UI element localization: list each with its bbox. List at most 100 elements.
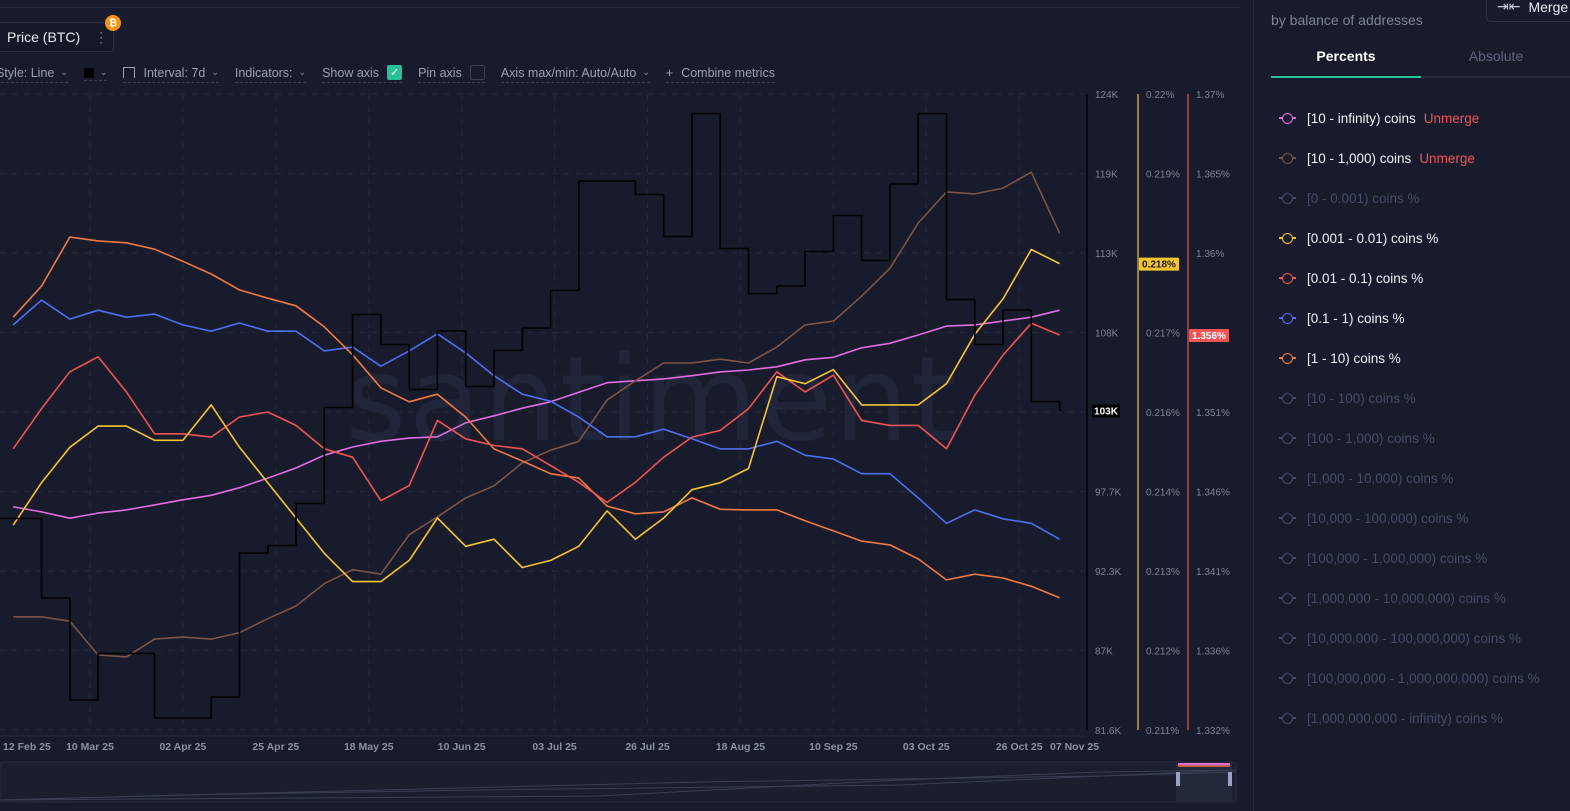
- legend-item[interactable]: [0.001 - 0.01) coins %: [1279, 208, 1540, 258]
- navigator-handle-left: [1176, 772, 1180, 786]
- legend-item[interactable]: [100,000 - 1,000,000) coins %: [1279, 528, 1540, 578]
- navigator-selection: [1176, 763, 1232, 801]
- y-tick-label: 0.214%: [1146, 488, 1180, 499]
- legend-item-label: [0.001 - 0.01) coins %: [1307, 230, 1439, 246]
- chevron-down-icon: ⌄: [99, 67, 108, 77]
- navigator-line: [0, 769, 1237, 801]
- merge-button[interactable]: ⇥⇤ Merge: [1486, 0, 1570, 22]
- legend-item[interactable]: [10 - 100) coins %: [1279, 368, 1540, 418]
- tab-absolute[interactable]: Absolute: [1468, 48, 1524, 64]
- y-tick-label: 1.365%: [1196, 170, 1230, 181]
- indicators-label: Indicators:: [234, 65, 293, 80]
- chevron-down-icon: ⌄: [60, 67, 68, 77]
- metric-chip-label: Price (BTC): [7, 29, 81, 45]
- chart-toolbar: Style: Line ⌄ ⌄ Interval: 7d ⌄ Indicators:…: [0, 64, 791, 84]
- combine-metrics-button[interactable]: + Combine metrics: [665, 65, 775, 83]
- legend-item[interactable]: [1 - 10) coins %: [1279, 328, 1540, 378]
- x-tick-label: 18 May 25: [344, 741, 394, 753]
- circle-marker-icon: [1279, 152, 1296, 164]
- axis-maxmin-dropdown[interactable]: Axis max/min: Auto/Auto ⌄: [500, 65, 650, 83]
- last-value-label: 0.218%: [1142, 260, 1176, 271]
- legend-item-label: [10 - infinity) coins: [1307, 110, 1416, 126]
- legend-item[interactable]: [0.01 - 0.1) coins %: [1279, 248, 1540, 298]
- legend-item[interactable]: [1,000,000 - 10,000,000) coins %: [1279, 568, 1540, 618]
- legend-item[interactable]: [100,000,000 - 1,000,000,000) coins %: [1279, 648, 1540, 698]
- legend-item[interactable]: [1,000 - 10,000) coins %: [1279, 448, 1540, 498]
- combine-metrics-label: Combine metrics: [681, 65, 775, 80]
- axis-maxmin-label: Axis max/min: Auto/Auto: [500, 65, 637, 80]
- y-tick-label: 124K: [1095, 90, 1119, 101]
- circle-marker-icon: [1279, 512, 1296, 524]
- y-tick-label: 97.7K: [1095, 488, 1121, 499]
- pin-axis-label: Pin axis: [418, 65, 462, 80]
- show-axis-toggle[interactable]: Show axis ✓: [322, 65, 403, 83]
- legend-item[interactable]: [1,000,000,000 - infinity) coins %: [1279, 688, 1540, 738]
- y-tick-label: 119K: [1095, 170, 1118, 181]
- series-line: [12, 322, 1060, 504]
- style-dropdown[interactable]: Style: Line ⌄: [0, 66, 68, 83]
- x-tick-label: 03 Oct 25: [903, 741, 950, 753]
- x-tick-label: 18 Aug 25: [716, 741, 765, 753]
- legend-item[interactable]: [10,000,000 - 100,000,000) coins %: [1279, 608, 1540, 658]
- chart-canvas[interactable]: 12 Feb 25 10 Mar 25 02 Apr 25 25 Apr 25 18 M…: [0, 0, 1250, 811]
- more-vertical-icon[interactable]: ⋮: [94, 28, 109, 45]
- unmerge-button[interactable]: Unmerge: [1423, 110, 1480, 126]
- chevron-down-icon: ⌄: [211, 67, 219, 77]
- x-tick-label: 12 Feb 25: [3, 741, 51, 753]
- merge-label: Merge: [1528, 0, 1569, 15]
- pin-axis-toggle[interactable]: Pin axis: [418, 65, 485, 83]
- line-color-picker[interactable]: ⌄: [83, 67, 108, 81]
- y-tick-label: 0.216%: [1146, 408, 1180, 419]
- legend-item-label: [1 - 10) coins %: [1307, 350, 1401, 366]
- color-swatch: [83, 67, 94, 78]
- circle-marker-icon: [1279, 592, 1296, 604]
- navigator-track: [0, 761, 1237, 803]
- legend-item-label: [0.1 - 1) coins %: [1307, 310, 1405, 326]
- y-tick-label: 1.341%: [1196, 567, 1230, 578]
- series-line: [12, 248, 1060, 583]
- checkbox-checked-icon[interactable]: ✓: [387, 65, 403, 80]
- y-tick-label: 1.332%: [1196, 726, 1230, 737]
- series-line: [12, 299, 1060, 540]
- x-tick-label: 26 Oct 25: [996, 741, 1043, 753]
- tab-percents[interactable]: Percents: [1271, 40, 1421, 78]
- x-tick-label: 25 Apr 25: [252, 741, 299, 753]
- y-tick-label: 0.22%: [1146, 90, 1174, 101]
- unmerge-button[interactable]: Unmerge: [1419, 150, 1475, 166]
- y-tick-label: 0.217%: [1146, 329, 1180, 340]
- x-tick-label: 02 Apr 25: [159, 741, 206, 753]
- x-tick-label: 10 Jun 25: [438, 741, 486, 753]
- metric-chip-price-btc[interactable]: Price (BTC) ⋮: [0, 22, 114, 52]
- indicators-dropdown[interactable]: Indicators: ⌄: [234, 65, 307, 83]
- legend-item[interactable]: [0.1 - 1) coins %: [1279, 288, 1540, 338]
- legend-item[interactable]: [10 - infinity) coins Unmerge: [1279, 88, 1540, 138]
- series-line: [13, 309, 1060, 520]
- interval-dropdown[interactable]: Interval: 7d ⌄: [123, 65, 219, 83]
- y-tick-label: 87K: [1095, 647, 1113, 658]
- navigator-line: [0, 769, 1237, 801]
- navigator-handle-right: [1228, 772, 1232, 786]
- y-tick-label: 1.336%: [1196, 647, 1230, 658]
- legend-item-label: [10,000 - 100,000) coins %: [1307, 510, 1469, 526]
- legend-item[interactable]: [100 - 1,000) coins %: [1279, 408, 1540, 458]
- checkbox-unchecked-icon[interactable]: [469, 65, 485, 80]
- legend-item[interactable]: [0 - 0.001) coins %: [1279, 168, 1540, 218]
- legend-item[interactable]: [10 - 1,000) coins Unmerge: [1279, 128, 1540, 178]
- y-tick-label: 92.3K: [1095, 567, 1121, 578]
- legend-item-label: [0.01 - 0.1) coins %: [1307, 270, 1424, 286]
- last-value-badge: [1189, 329, 1229, 343]
- circle-marker-icon: [1279, 232, 1296, 244]
- bitcoin-icon: ₿: [105, 15, 121, 31]
- last-value-label: 1.356%: [1192, 331, 1226, 342]
- x-tick-label: 07 Nov 25: [1050, 741, 1099, 753]
- interval-label: Interval: 7d: [143, 65, 206, 80]
- circle-marker-icon: [1279, 552, 1296, 564]
- circle-marker-icon: [1279, 272, 1296, 284]
- plus-icon: +: [665, 65, 674, 80]
- legend-item[interactable]: [10,000 - 100,000) coins %: [1279, 488, 1540, 538]
- legend-item-label: [100 - 1,000) coins %: [1307, 430, 1435, 446]
- legend-item-label: [100,000 - 1,000,000) coins %: [1307, 550, 1488, 566]
- circle-marker-icon: [1279, 352, 1296, 364]
- tabs: Percents Absolute: [1271, 40, 1570, 78]
- circle-marker-icon: [1279, 712, 1296, 724]
